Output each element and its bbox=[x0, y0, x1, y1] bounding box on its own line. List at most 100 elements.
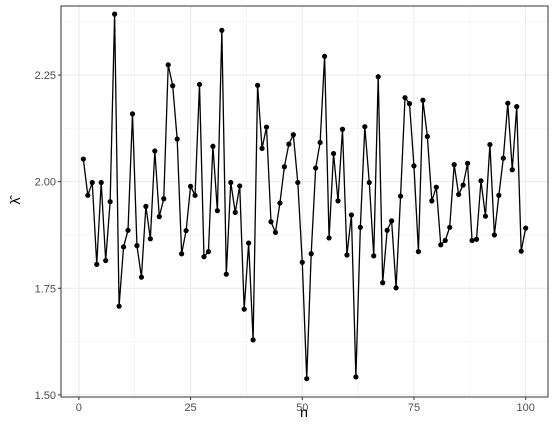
data-point bbox=[170, 83, 176, 89]
data-point bbox=[237, 183, 243, 189]
data-point bbox=[147, 236, 153, 242]
data-point bbox=[214, 208, 220, 214]
data-point bbox=[112, 11, 118, 17]
data-point bbox=[478, 178, 484, 184]
x-tick-label: 50 bbox=[296, 402, 308, 414]
data-point bbox=[415, 249, 422, 255]
data-point bbox=[94, 261, 100, 267]
data-point bbox=[317, 139, 323, 146]
grid-major bbox=[61, 6, 548, 397]
data-point bbox=[523, 225, 529, 231]
data-point bbox=[304, 376, 310, 382]
data-point bbox=[509, 167, 515, 173]
data-point bbox=[339, 126, 346, 132]
x-axis-title: n bbox=[300, 404, 308, 420]
data-point bbox=[362, 124, 368, 130]
data-point bbox=[201, 254, 207, 260]
y-axis-title: λ̂ bbox=[7, 195, 23, 205]
data-point bbox=[156, 214, 162, 220]
data-point bbox=[464, 160, 471, 166]
data-point bbox=[371, 253, 377, 259]
data-point bbox=[366, 179, 372, 186]
data-point bbox=[420, 97, 426, 103]
data-point bbox=[228, 179, 234, 186]
grid-minor bbox=[61, 6, 548, 397]
x-tick-label: 75 bbox=[408, 402, 420, 414]
data-point bbox=[259, 145, 265, 152]
data-point bbox=[348, 212, 355, 218]
data-point bbox=[330, 150, 337, 157]
x-axis-ticks: 0 25 50 75 100 bbox=[76, 397, 535, 414]
y-tick-label: 1.75 bbox=[35, 283, 56, 295]
data-point bbox=[406, 101, 413, 107]
data-point bbox=[183, 228, 189, 234]
data-point bbox=[277, 200, 283, 206]
data-point bbox=[272, 229, 279, 236]
data-point bbox=[161, 196, 167, 202]
data-point bbox=[500, 155, 506, 161]
data-point bbox=[107, 199, 113, 205]
data-point bbox=[295, 179, 301, 186]
data-point bbox=[429, 198, 435, 204]
data-point bbox=[487, 141, 493, 148]
data-point bbox=[210, 143, 216, 149]
data-point bbox=[223, 271, 229, 277]
data-point bbox=[456, 191, 462, 198]
data-point bbox=[80, 156, 86, 162]
data-point bbox=[85, 192, 91, 198]
data-point bbox=[254, 82, 261, 88]
data-point bbox=[402, 95, 408, 101]
data-point bbox=[438, 242, 444, 248]
data-point bbox=[375, 74, 381, 80]
series-line bbox=[82, 14, 527, 379]
data-point bbox=[250, 337, 256, 343]
data-point bbox=[116, 303, 122, 309]
data-point bbox=[103, 257, 109, 264]
data-point bbox=[326, 235, 332, 241]
data-point bbox=[411, 163, 417, 169]
data-point bbox=[353, 374, 359, 380]
data-point bbox=[120, 244, 127, 250]
data-point bbox=[129, 111, 136, 117]
y-tick-label: 1.50 bbox=[35, 390, 56, 402]
data-point bbox=[219, 27, 225, 33]
plot-panel bbox=[61, 6, 548, 397]
data-point bbox=[491, 232, 497, 238]
x-tick-label: 25 bbox=[184, 402, 196, 414]
data-point bbox=[205, 249, 212, 255]
data-point bbox=[196, 81, 203, 88]
data-point bbox=[308, 251, 314, 257]
data-point bbox=[389, 218, 395, 224]
data-point bbox=[335, 198, 341, 204]
data-point bbox=[473, 236, 480, 242]
data-point bbox=[143, 203, 149, 209]
series-points bbox=[80, 11, 529, 382]
data-point bbox=[165, 62, 171, 68]
data-point bbox=[344, 252, 350, 258]
data-point bbox=[447, 224, 453, 230]
data-point bbox=[505, 100, 511, 106]
data-point bbox=[397, 193, 404, 199]
data-point bbox=[281, 164, 287, 170]
data-point bbox=[192, 192, 198, 198]
data-point bbox=[89, 179, 95, 186]
data-point bbox=[232, 209, 238, 215]
data-point bbox=[469, 237, 475, 244]
data-point bbox=[424, 133, 430, 140]
data-point bbox=[514, 104, 520, 110]
y-axis-ticks: 1.50 1.75 2.00 2.25 bbox=[35, 70, 61, 402]
data-point bbox=[179, 251, 185, 257]
data-point bbox=[496, 192, 502, 198]
data-point bbox=[134, 243, 140, 249]
x-tick-label: 0 bbox=[76, 402, 82, 414]
data-point bbox=[187, 183, 194, 189]
data-point bbox=[268, 219, 274, 225]
data-point bbox=[98, 179, 104, 186]
data-point bbox=[125, 227, 131, 233]
data-point bbox=[451, 162, 457, 168]
data-point bbox=[290, 132, 296, 138]
plot-border bbox=[60, 5, 549, 398]
y-tick-label: 2.00 bbox=[35, 177, 56, 189]
data-point bbox=[313, 165, 319, 171]
